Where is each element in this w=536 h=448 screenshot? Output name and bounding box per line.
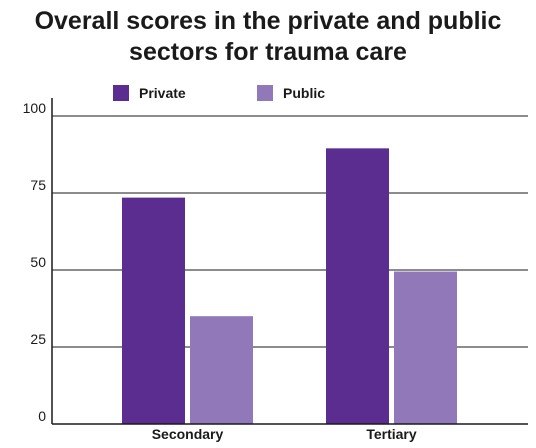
category-labels: Secondary Tertiary	[152, 426, 417, 442]
bar-private-secondary	[122, 197, 185, 424]
bar-public-secondary	[190, 316, 253, 424]
y-tick-labels: 0 25 50 75 100	[23, 100, 47, 424]
legend: Private Public	[113, 85, 325, 101]
chart-title: Overall scores in the private and public…	[0, 6, 536, 68]
y-tick-label: 0	[38, 408, 46, 424]
legend-swatch-public	[257, 85, 273, 101]
bars	[122, 148, 457, 424]
x-tick-label: Tertiary	[366, 426, 417, 442]
legend-swatch-private	[113, 85, 129, 101]
axes	[51, 98, 528, 425]
y-tick-label: 100	[23, 100, 47, 116]
bar-public-tertiary	[394, 271, 457, 424]
bar-private-tertiary	[326, 148, 389, 424]
legend-label-public: Public	[283, 85, 325, 101]
legend-label-private: Private	[139, 85, 186, 101]
y-tick-label: 50	[30, 254, 46, 270]
y-tick-label: 25	[30, 331, 46, 347]
chart-title-line-2: sectors for trauma care	[129, 38, 407, 66]
y-tick-label: 75	[30, 177, 46, 193]
x-tick-label: Secondary	[152, 426, 224, 442]
chart-title-line-1: Overall scores in the private and public	[34, 7, 502, 35]
